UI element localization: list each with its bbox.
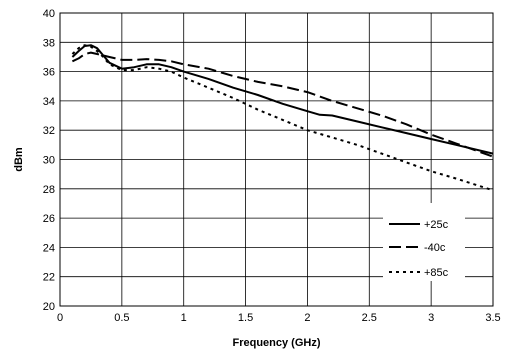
y-tick-label-8: 36 <box>43 67 55 79</box>
gridlines <box>60 13 493 306</box>
series-line-2 <box>71 44 494 192</box>
x-tick-label-2: 1 <box>181 312 187 324</box>
x-tick-label-6: 3 <box>428 312 434 324</box>
series-lines <box>71 44 494 192</box>
legend-label-1: -40c <box>424 242 446 254</box>
x-tick-label-0: 0 <box>57 312 63 324</box>
y-tick-label-0: 20 <box>43 301 55 313</box>
y-tick-label-1: 22 <box>43 272 55 284</box>
legend: +25c -40c +85c <box>383 203 465 281</box>
y-tick-label-5: 30 <box>43 155 55 167</box>
y-axis-title: dBm <box>13 147 25 172</box>
legend-label-2: +85c <box>424 267 449 279</box>
legend-box <box>383 203 465 281</box>
plot-area-border <box>59 12 494 307</box>
x-axis-title: Frequency (GHz) <box>232 337 320 349</box>
y-axis-tick-labels: 20 22 24 26 28 30 32 34 36 38 40 <box>43 8 55 313</box>
x-tick-label-5: 2.5 <box>362 312 377 324</box>
y-tick-label-4: 28 <box>43 184 55 196</box>
y-tick-label-9: 38 <box>43 37 55 49</box>
x-tick-label-3: 1.5 <box>238 312 253 324</box>
x-tick-label-7: 3.5 <box>485 312 500 324</box>
y-tick-label-3: 26 <box>43 213 55 225</box>
x-axis-tick-labels: 0 0.5 1 1.5 2 2.5 3 3.5 <box>57 312 501 324</box>
legend-items: +25c -40c +85c <box>389 219 449 279</box>
y-tick-label-2: 24 <box>43 242 55 254</box>
legend-label-0: +25c <box>424 219 449 231</box>
series-line-1 <box>71 51 494 158</box>
y-tick-label-10: 40 <box>43 8 55 20</box>
x-tick-label-1: 0.5 <box>114 312 129 324</box>
x-tick-label-4: 2 <box>304 312 310 324</box>
y-tick-label-7: 34 <box>43 96 55 108</box>
y-tick-label-6: 32 <box>43 125 55 137</box>
series-line-0 <box>71 44 494 155</box>
